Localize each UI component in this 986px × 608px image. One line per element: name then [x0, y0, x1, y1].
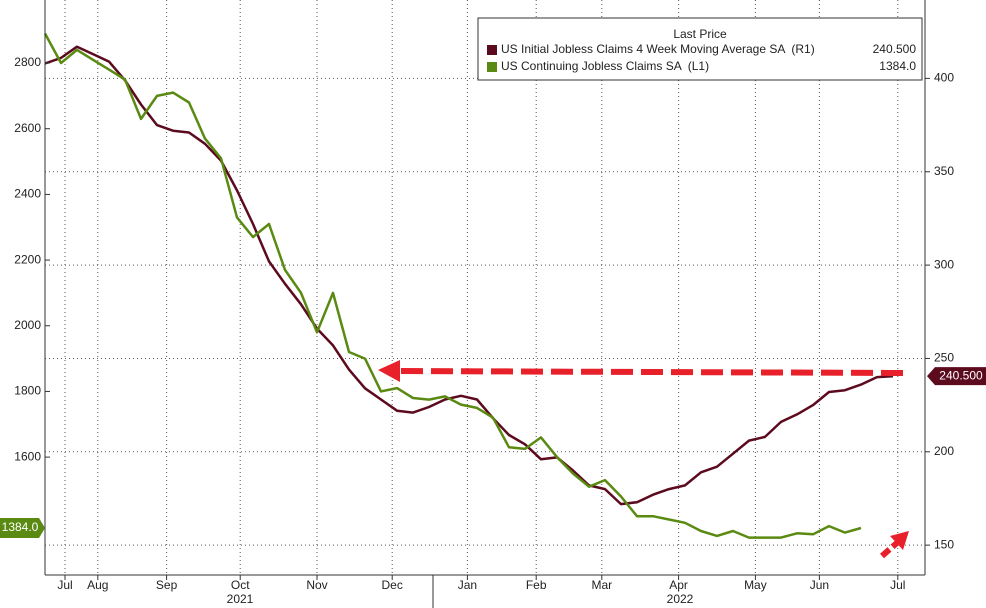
value-tag-label: 240.500	[939, 368, 983, 382]
y2-tick-label: 400	[934, 71, 954, 85]
legend: Last Price	[477, 17, 923, 81]
y2-tick-label: 200	[934, 444, 954, 458]
y-tick-label: 1800	[14, 384, 41, 398]
year-label: 2021	[227, 592, 254, 606]
y2-tick-label: 250	[934, 351, 954, 365]
x-tick-label: Jul	[890, 578, 905, 592]
red-arrow	[378, 360, 909, 559]
legend-value: 1384.0	[879, 59, 916, 73]
value-tag	[927, 367, 986, 386]
x-tick-label: Dec	[382, 578, 403, 592]
x-tick-label: Jul	[57, 578, 72, 592]
x-tick-label: Oct	[231, 578, 250, 592]
year-label: 2022	[667, 592, 694, 606]
y2-tick-label: 350	[934, 164, 954, 178]
legend-title: Last Price	[673, 27, 727, 41]
x-tick-label: Mar	[591, 578, 612, 592]
x-tick-label: Jan	[458, 578, 477, 592]
x-tick-label: Jun	[810, 578, 829, 592]
x-tick-label: Apr	[669, 578, 688, 592]
y-tick-label: 2400	[14, 187, 41, 201]
y2-tick-label: 150	[934, 537, 954, 551]
x-tick-label: Aug	[87, 578, 108, 592]
series-line	[43, 32, 862, 539]
legend-swatch	[487, 62, 497, 72]
y-tick-label: 2000	[14, 318, 41, 332]
legend-box	[477, 17, 923, 81]
series-line	[44, 45, 894, 506]
x-tick-label: Nov	[306, 578, 327, 592]
y-tick-label: 2800	[14, 55, 41, 69]
x-tick-label: May	[744, 578, 767, 592]
value-tag-label: 1384.0	[2, 520, 39, 534]
x-tick-label: Feb	[526, 578, 547, 592]
legend-swatch	[487, 45, 497, 55]
x-tick-label: Sep	[156, 578, 178, 592]
y-tick-label: 2200	[14, 252, 41, 266]
value-tags: 240.500 1384.0	[0, 367, 986, 539]
y-tick-label: 1600	[14, 449, 41, 463]
legend-value: 240.500	[873, 42, 917, 56]
y2-tick-label: 300	[934, 257, 954, 271]
value-tag	[0, 518, 45, 539]
legend-rows: US Initial Jobless Claims 4 Week Moving …	[487, 42, 916, 73]
y-tick-label: 2600	[14, 121, 41, 135]
legend-label: US Continuing Jobless Claims SA (L1)	[501, 59, 709, 73]
lines	[43, 32, 894, 539]
legend-label: US Initial Jobless Claims 4 Week Moving …	[501, 42, 815, 56]
